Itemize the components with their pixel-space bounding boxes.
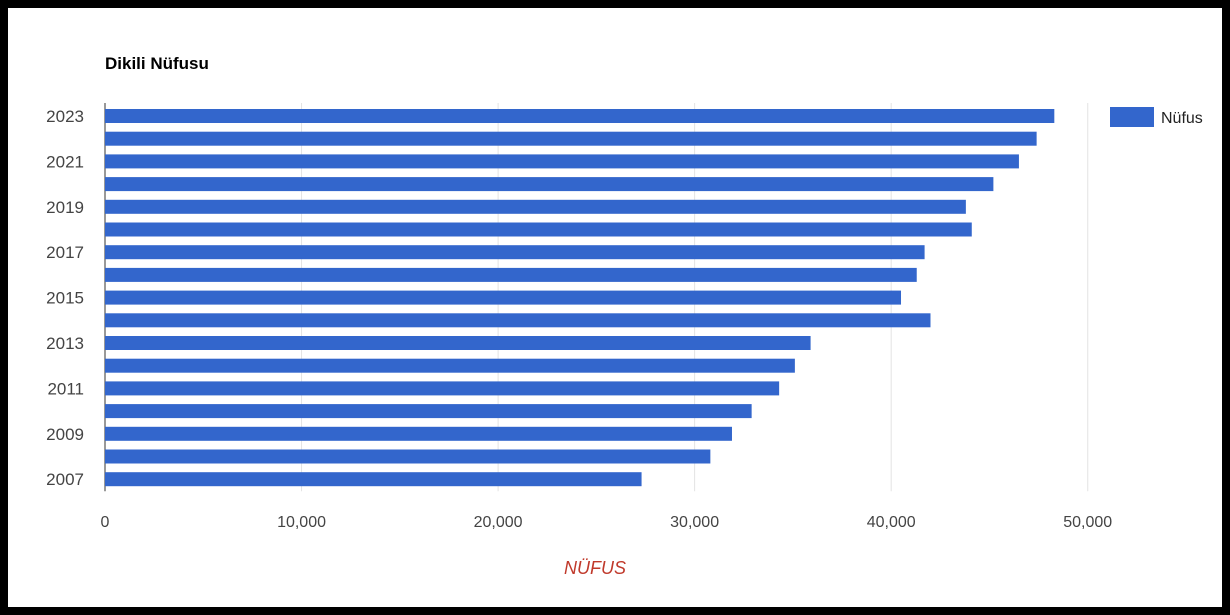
bar-chart: Dikili Nüfusu 20232021201920172015201320…	[46, 54, 1203, 578]
bar-2013	[105, 336, 811, 350]
y-tick-label: 2007	[46, 470, 84, 489]
bar-2009	[105, 426, 732, 441]
y-tick-label: 2013	[46, 334, 84, 353]
x-axis-title: NÜFUS	[564, 558, 626, 578]
x-tick-labels: 0 10,000 20,000 30,000 40,000 50,000	[101, 514, 1113, 531]
bar-2012	[105, 358, 795, 373]
y-tick-label: 2009	[46, 425, 84, 444]
bar-2015	[105, 290, 902, 305]
bar-2014	[105, 313, 931, 328]
y-tick-label: 2023	[46, 107, 84, 126]
bar-2020	[105, 177, 994, 192]
x-tick-label: 20,000	[474, 514, 523, 531]
bar-2011	[105, 381, 780, 396]
x-tick-label: 0	[101, 514, 110, 531]
x-tick-label: 50,000	[1063, 514, 1112, 531]
bar-2017	[105, 245, 925, 260]
x-tick-label: 30,000	[670, 514, 719, 531]
chart-frame: Dikili Nüfusu 2023 2021 2019 2017 2015 2013 20…	[8, 8, 1222, 607]
y-tick-label: 2017	[46, 243, 84, 262]
y-tick-labels: 2023 2021 2019 2017 2015 2013 2011 2009 2007	[46, 107, 84, 489]
bars	[105, 109, 1055, 487]
bar-2022	[105, 131, 1037, 146]
y-tick-label: 2011	[47, 379, 84, 398]
bar-2019	[105, 199, 966, 214]
bar-2008	[105, 449, 711, 464]
bar-2016	[105, 267, 917, 282]
x-tick-label: 10,000	[277, 514, 326, 531]
legend-swatch	[1110, 107, 1154, 127]
chart-title: Dikili Nüfusu	[105, 54, 209, 73]
bar-2021	[105, 154, 1019, 169]
y-tick-label: 2015	[46, 289, 84, 308]
y-tick-label: 2021	[46, 152, 84, 171]
bar-2010	[105, 404, 752, 419]
x-tick-label: 40,000	[867, 514, 916, 531]
legend-label: Nüfus	[1161, 110, 1203, 127]
bar-2018	[105, 222, 972, 237]
legend: Nüfus	[1110, 107, 1203, 127]
bar-2023	[105, 109, 1055, 123]
bar-2007	[105, 472, 642, 487]
y-tick-label: 2019	[46, 198, 84, 217]
